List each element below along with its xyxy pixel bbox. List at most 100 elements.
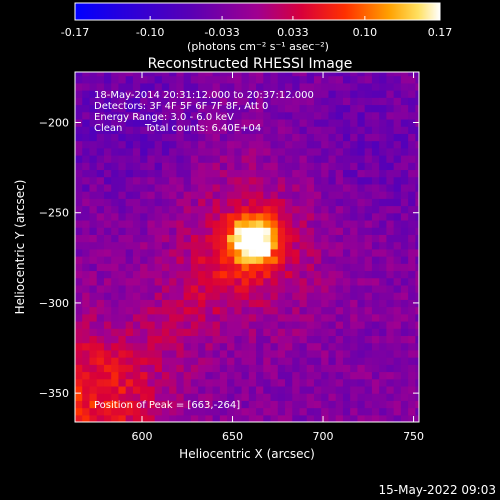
heatmap-cell [342,72,351,77]
heatmap-cell [176,227,185,235]
heatmap-cell [111,400,120,409]
heatmap-cell [176,306,185,315]
heatmap-cell [270,306,279,315]
heatmap-cell [118,400,127,409]
heatmap-cell [169,335,177,344]
heatmap-cell [96,248,105,257]
heatmap-cell [248,393,257,401]
heatmap-cell [147,277,156,286]
heatmap-cell [190,162,199,171]
heatmap-cell [357,133,366,142]
heatmap-cell [306,154,315,163]
heatmap-cell [241,140,250,149]
heatmap-cell [292,104,301,113]
heatmap-cell [313,97,322,106]
heatmap-cell [96,241,105,250]
heatmap-cell [408,126,416,134]
heatmap-cell [140,407,149,416]
heatmap-cell [342,169,351,178]
heatmap-cell [176,349,185,358]
heatmap-cell [132,400,141,409]
heatmap-cell [75,212,83,221]
heatmap-cell [118,378,127,387]
x-tick-label: 700 [313,430,334,443]
heatmap-cell [140,147,149,156]
heatmap-cell [277,118,286,127]
heatmap-cell [306,256,315,264]
heatmap-cell [89,118,98,127]
heatmap-cell [212,205,221,214]
heatmap-cell [147,212,156,221]
heatmap-cell [176,335,185,344]
heatmap-cell [190,284,199,293]
heatmap-cell [248,299,257,308]
heatmap-cell [103,292,112,300]
heatmap-cell [241,335,250,344]
heatmap-cell [285,72,293,77]
heatmap-cell [306,133,315,142]
heatmap-cell [306,414,315,422]
heatmap-cell [408,320,416,329]
heatmap-cell [299,306,308,315]
heatmap-cell [342,378,351,387]
heatmap-cell [176,82,185,91]
heatmap-cell [147,219,156,228]
heatmap-cell [111,335,120,344]
heatmap-cell [198,335,206,344]
heatmap-cell [328,371,337,380]
heatmap-cell [103,270,112,279]
heatmap-cell [285,82,293,91]
heatmap-cell [169,154,177,163]
heatmap-cell [292,364,301,373]
heatmap-cell [393,292,402,300]
heatmap-cell [321,241,330,250]
heatmap-cell [198,169,206,178]
heatmap-cell [263,133,272,142]
heatmap-cell [285,299,293,308]
heatmap-cell [263,385,272,394]
heatmap-cell [111,140,120,149]
heatmap-cell [82,227,91,235]
heatmap-cell [176,176,185,185]
heatmap-cell [190,183,199,192]
heatmap-cell [285,349,293,358]
heatmap-cell [393,191,402,199]
heatmap-cell [140,371,149,380]
heatmap-cell [161,205,170,214]
heatmap-cell [89,364,98,373]
heatmap-cell [277,263,286,272]
heatmap-cell [161,219,170,228]
heatmap-cell [386,241,395,250]
heatmap-cell [89,342,98,351]
heatmap-cell [371,191,380,199]
heatmap-cell [169,126,177,134]
heatmap-cell [96,133,105,142]
heatmap-cell [147,104,156,113]
heatmap-cell [198,414,206,422]
heatmap-cell [248,284,257,293]
heatmap-cell [96,111,105,120]
heatmap-cell [190,205,199,214]
heatmap-cell [212,378,221,387]
heatmap-cell [118,104,127,113]
heatmap-cell [350,284,359,293]
heatmap-cell [75,320,83,329]
heatmap-cell [205,414,214,422]
heatmap-cell [299,111,308,120]
heatmap-cell [234,90,243,98]
heatmap-cell [103,82,112,91]
heatmap-cell [328,263,337,272]
heatmap-cell [328,277,337,286]
heatmap-cell [328,227,337,235]
heatmap-cell [313,140,322,149]
heatmap-cell [227,320,235,329]
heatmap-cell [212,212,221,221]
heatmap-cell [350,364,359,373]
heatmap-cell [132,277,141,286]
heatmap-cell [234,234,243,243]
heatmap-cell [277,219,286,228]
heatmap-cell [285,328,293,337]
heatmap-cell [132,357,141,365]
heatmap-cell [212,241,221,250]
heatmap-cell [364,90,373,98]
